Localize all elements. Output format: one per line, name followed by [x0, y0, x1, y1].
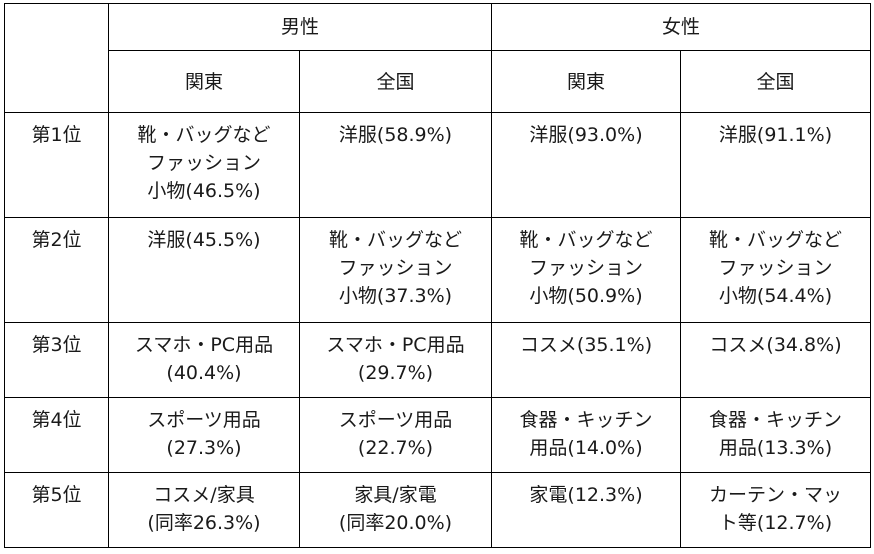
rank-cell: 第3位	[4, 322, 109, 398]
cell-text: 洋服(93.0%)	[529, 124, 643, 146]
table-cell: 洋服(91.1%)	[680, 112, 872, 218]
table-cell: 家電(12.3%)	[491, 472, 682, 548]
cell-text: 洋服(58.9%)	[338, 124, 453, 146]
cell-text: コスメ/家具 (同率26.3%)	[147, 484, 261, 534]
table-cell: 洋服(45.5%)	[108, 217, 300, 323]
table-cell: スポーツ用品 (22.7%)	[298, 397, 493, 473]
rank-cell: 第2位	[4, 217, 109, 323]
cell-text: コスメ(35.1%)	[519, 334, 653, 356]
region-header-row: 関東 全国 関東 全国	[5, 50, 872, 113]
cell-text: カーテン・マッ ト等(12.7%)	[709, 484, 843, 534]
cell-text: 洋服(91.1%)	[718, 124, 833, 146]
rank-cell: 第4位	[4, 397, 109, 473]
cell-text: 靴・バッグなど ファッション 小物(54.4%)	[709, 229, 843, 307]
cell-text: 家具/家電 (同率20.0%)	[338, 484, 453, 534]
cell-text: スポーツ用品 (22.7%)	[338, 409, 453, 459]
table-cell: コスメ(34.8%)	[680, 322, 872, 398]
cell-text: スマホ・PC用品 (29.7%)	[326, 334, 465, 384]
header-male: 男性	[107, 3, 493, 51]
cell-text: 靴・バッグなど ファッション 小物(37.3%)	[329, 229, 463, 307]
header-female-kanto: 関東	[491, 50, 682, 113]
table-cell: 靴・バッグなど ファッション 小物(37.3%)	[298, 217, 493, 323]
header-male-kanto: 関東	[108, 50, 300, 113]
header-female-national: 全国	[680, 50, 872, 113]
table-cell: 靴・バッグなど ファッション 小物(46.5%)	[108, 112, 300, 218]
cell-text: スマホ・PC用品 (40.4%)	[134, 334, 274, 384]
table-row: 第4位 スポーツ用品 (27.3%) スポーツ用品 (22.7%) 食器・キッチ…	[4, 397, 872, 473]
table-cell: 靴・バッグなど ファッション 小物(54.4%)	[680, 217, 872, 323]
table-cell: コスメ/家具 (同率26.3%)	[108, 472, 300, 548]
table-cell: カーテン・マッ ト等(12.7%)	[680, 472, 872, 548]
table-cell: スマホ・PC用品 (40.4%)	[108, 322, 300, 398]
cell-text: 食器・キッチン 用品(13.3%)	[709, 409, 843, 459]
cell-text: 家電(12.3%)	[529, 484, 643, 506]
gender-header-row: 男性 女性	[4, 3, 872, 113]
table-cell: 洋服(93.0%)	[491, 112, 682, 218]
table-row: 第2位 洋服(45.5%) 靴・バッグなど ファッション 小物(37.3%) 靴…	[4, 217, 872, 323]
table-cell: コスメ(35.1%)	[491, 322, 682, 398]
table-cell: 洋服(58.9%)	[298, 112, 493, 218]
cell-text: 食器・キッチン 用品(14.0%)	[519, 409, 653, 459]
table-cell: スマホ・PC用品 (29.7%)	[298, 322, 493, 398]
table-cell: 食器・キッチン 用品(14.0%)	[491, 397, 682, 473]
table-cell: 家具/家電 (同率20.0%)	[298, 472, 493, 548]
cell-text: 靴・バッグなど ファッション 小物(46.5%)	[137, 124, 271, 202]
table-cell: 食器・キッチン 用品(13.3%)	[680, 397, 872, 473]
corner-cell	[4, 3, 109, 113]
cell-text: コスメ(34.8%)	[709, 334, 842, 356]
ranking-table: 男性 女性 関東 全国 関東 全国 第1位 靴・バッグなど ファッション 小物(…	[4, 3, 872, 548]
cell-text: 洋服(45.5%)	[147, 229, 261, 251]
table-row: 第3位 スマホ・PC用品 (40.4%) スマホ・PC用品 (29.7%) コス…	[4, 322, 872, 398]
cell-text: 靴・バッグなど ファッション 小物(50.9%)	[519, 229, 653, 307]
rank-cell: 第5位	[4, 472, 109, 548]
header-female: 女性	[491, 3, 872, 51]
table-row: 第5位 コスメ/家具 (同率26.3%) 家具/家電 (同率20.0%) 家電(…	[4, 472, 872, 548]
table-row: 第1位 靴・バッグなど ファッション 小物(46.5%) 洋服(58.9%) 洋…	[4, 112, 872, 218]
cell-text: スポーツ用品 (27.3%)	[147, 409, 261, 459]
rank-cell: 第1位	[4, 112, 109, 218]
table-cell: スポーツ用品 (27.3%)	[108, 397, 300, 473]
header-male-national: 全国	[298, 50, 493, 113]
table-cell: 靴・バッグなど ファッション 小物(50.9%)	[491, 217, 682, 323]
